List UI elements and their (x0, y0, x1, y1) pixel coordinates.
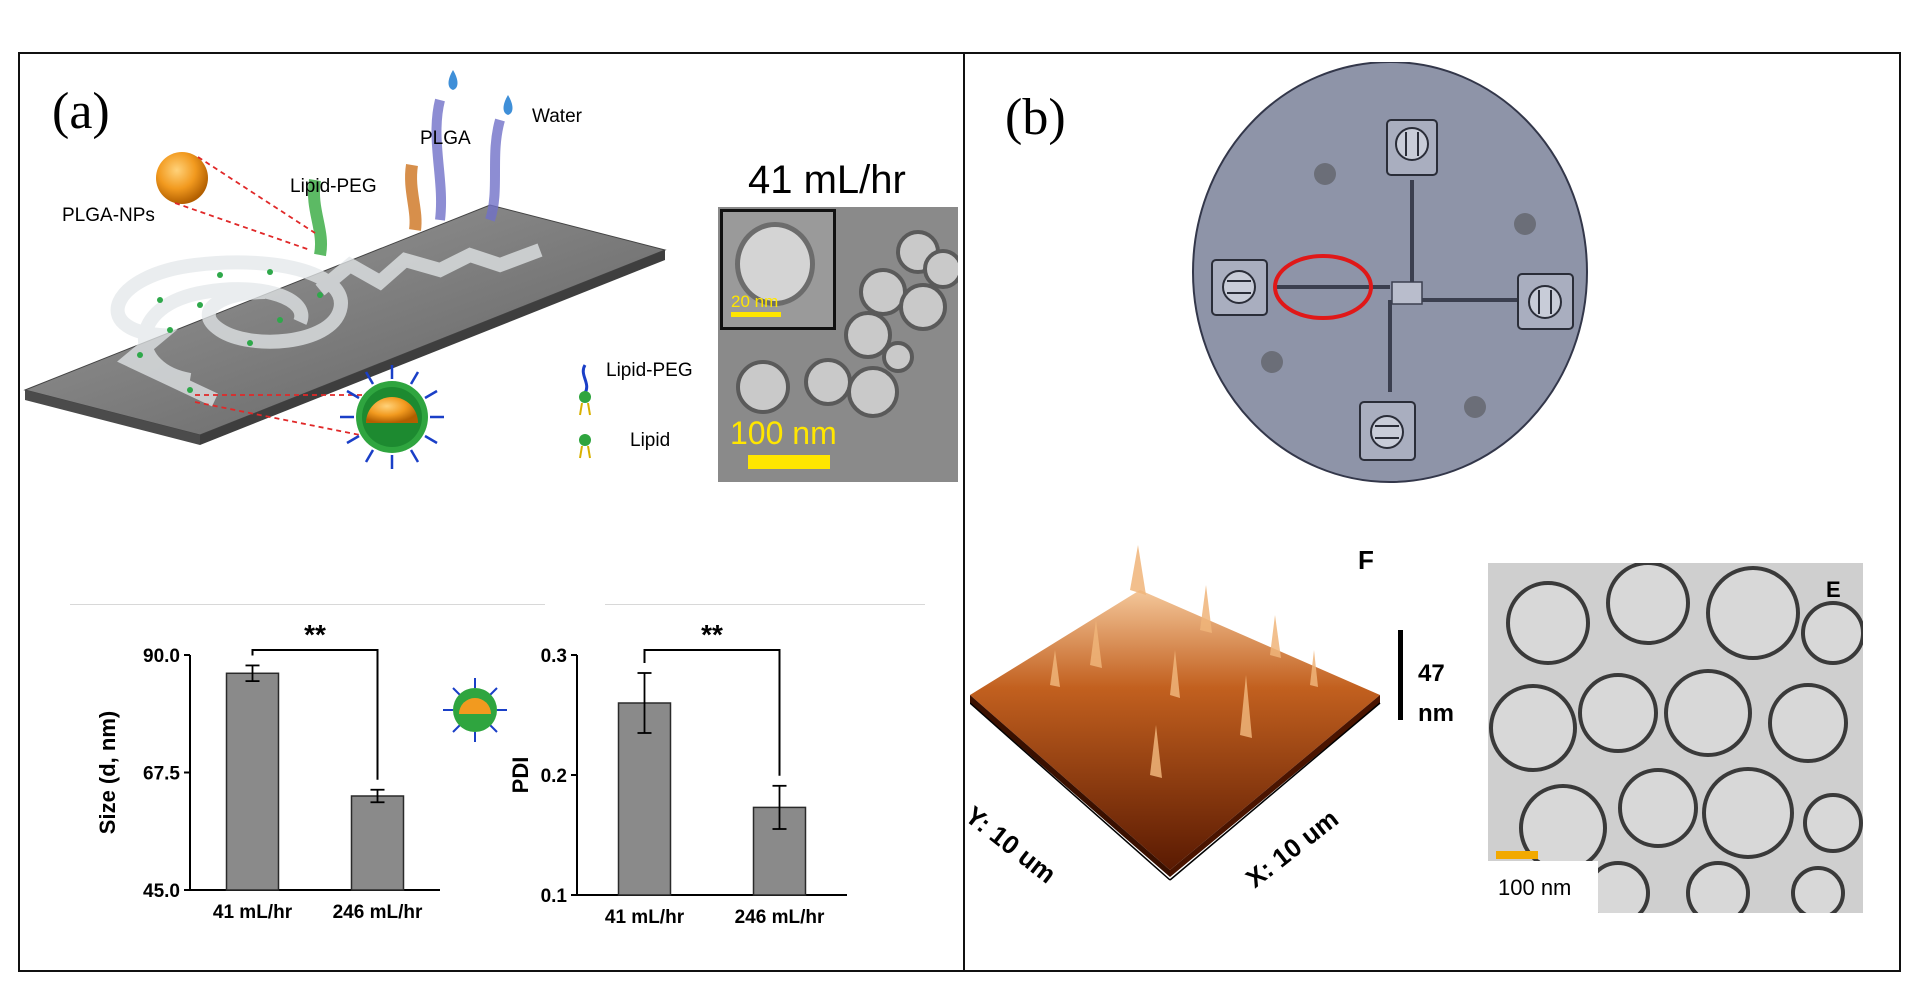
tem-flow-rate-title: 41 mL/hr (748, 158, 906, 202)
tem-image-panel-a: 20 nm 100 nm (718, 207, 958, 482)
y-tick-label: 0.2 (541, 766, 567, 787)
panel-a-letter: (a) (52, 83, 110, 140)
label-plga: PLGA (420, 128, 471, 149)
small-nanoparticle-icon (443, 678, 507, 742)
label-water: Water (532, 106, 582, 127)
y-axis-label: PDI (508, 757, 533, 794)
legend-lipid-label: Lipid (630, 430, 671, 451)
y-tick-label: 90.0 (143, 646, 180, 667)
bar (350, 795, 405, 891)
tem-vesicles (1489, 563, 1863, 913)
bar (617, 702, 672, 896)
y-tick-label: 45.0 (143, 881, 180, 902)
panel-divider (963, 52, 965, 972)
tem-image-panel-b: E 100 nm (1488, 563, 1863, 913)
size-bar-chart: 45.0 67.5 90.0 Size (d, nm) 41 mL/hr 246 mL/h… (95, 619, 440, 923)
significance-bracket (643, 649, 781, 776)
lipid-coated-nanoparticle-icon (340, 365, 444, 469)
label-lipid-peg: Lipid-PEG (290, 176, 377, 197)
chip-top-view-diagram (1192, 62, 1588, 483)
microfluidic-chip-illustration (23, 70, 667, 469)
y-tick-label: 67.5 (143, 764, 180, 785)
tem-scale-bar (748, 455, 830, 469)
significance-label: ** (701, 619, 723, 650)
tem-b-scale-bar (1496, 851, 1538, 859)
pdi-bar-chart: 0.1 0.2 0.3 PDI 41 mL/hr 246 mL/hr ** (508, 619, 847, 928)
panel-b-letter: (b) (1005, 89, 1066, 146)
afm-height-value: 47 (1418, 660, 1445, 687)
significance-label: ** (304, 619, 326, 650)
y-tick-label: 0.1 (541, 886, 568, 907)
plga-nanoparticle-icon (156, 152, 208, 204)
afm-surface-plot (970, 545, 1403, 881)
tem-scale-label: 100 nm (730, 415, 837, 451)
x-category-label: 246 mL/hr (333, 902, 423, 923)
lipid-legend-icon (579, 434, 591, 459)
bar (225, 672, 280, 891)
tem-b-scale-label: 100 nm (1498, 875, 1572, 900)
significance-bracket (251, 649, 379, 780)
afm-height-unit: nm (1418, 700, 1454, 727)
highlight-circle (1273, 254, 1373, 320)
tem-tag-e: E (1826, 577, 1841, 602)
tem-b-scale-box (1488, 861, 1598, 913)
x-category-label: 246 mL/hr (735, 907, 825, 928)
tem-particles (736, 230, 958, 418)
x-category-label: 41 mL/hr (213, 902, 293, 923)
separator-left (70, 604, 545, 605)
inset-scale-bar (731, 312, 781, 317)
label-plga-nps: PLGA-NPs (62, 205, 155, 226)
legend-lipid-peg-label: Lipid-PEG (606, 360, 693, 381)
y-tick-label: 0.3 (541, 646, 567, 667)
y-axis-label: Size (d, nm) (95, 711, 120, 834)
figure-frame (18, 52, 1901, 972)
inset-scale-label: 20 nm (731, 292, 779, 311)
afm-tag-f: F (1358, 545, 1374, 575)
x-category-label: 41 mL/hr (605, 907, 685, 928)
lipid-peg-legend-icon (579, 364, 591, 416)
tem-inset: 20 nm (720, 209, 836, 330)
separator-right (605, 604, 925, 605)
